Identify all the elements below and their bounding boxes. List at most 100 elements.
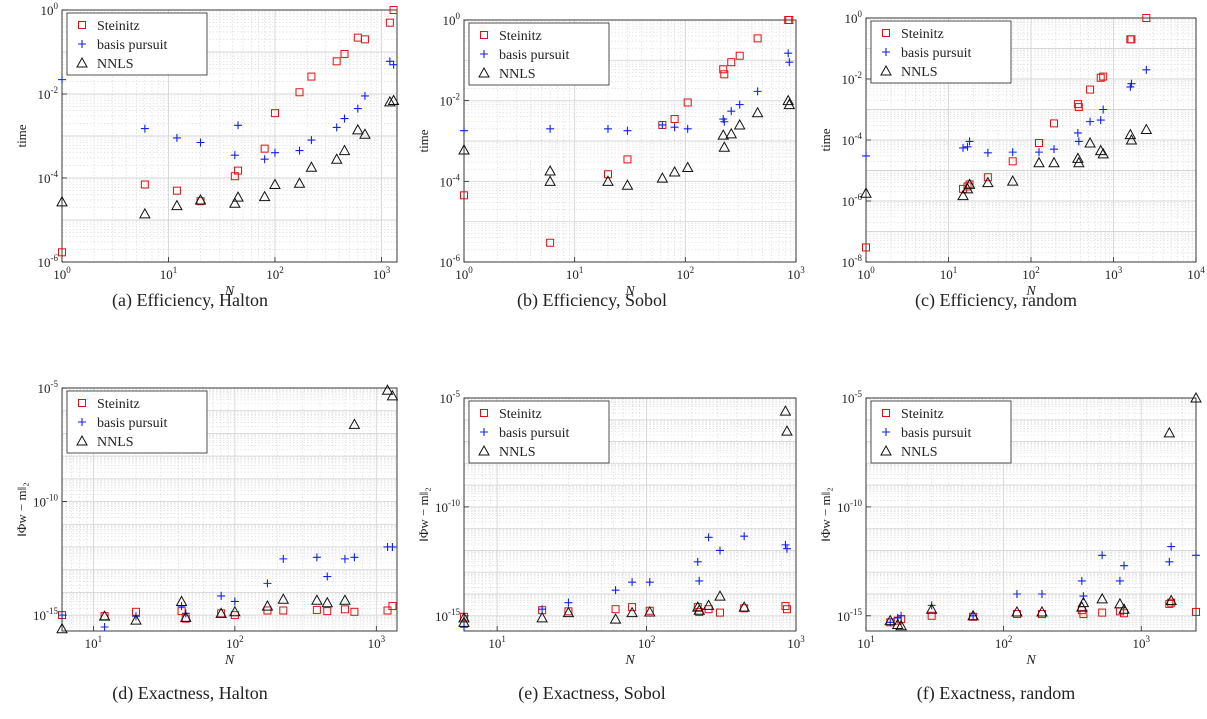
data-point (927, 601, 936, 610)
data-point (720, 117, 729, 126)
legend-marker (480, 31, 488, 39)
data-point (623, 126, 632, 135)
data-point (683, 98, 692, 107)
data-point (702, 599, 715, 610)
y-axis-label: ‖Φw − m‖₂ (14, 482, 29, 537)
y-tick-label: 10-15 (33, 606, 58, 623)
x-axis-label: N (224, 284, 235, 299)
legend-label: basis pursuit (97, 38, 168, 53)
data-point (261, 600, 274, 611)
y-tick-label: 100 (41, 1, 59, 18)
data-point (1096, 73, 1105, 82)
series-plus (862, 65, 1151, 160)
data-point (140, 180, 149, 189)
data-point (194, 193, 207, 205)
data-point (350, 607, 359, 616)
data-point (719, 65, 728, 74)
panel-caption: (a) Efficiency, Halton (112, 290, 268, 311)
data-point (295, 146, 304, 155)
y-tick-label: 10-6 (440, 253, 461, 270)
y-tick-label: 10-15 (837, 607, 862, 624)
data-point (967, 609, 979, 621)
data-point (1077, 576, 1086, 585)
data-point (260, 144, 269, 153)
x-tick-label: 104 (1187, 265, 1205, 282)
data-point (1072, 152, 1084, 163)
data-point (753, 34, 762, 43)
x-tick-label: 103 (1132, 634, 1150, 651)
data-point (895, 619, 907, 631)
data-point (353, 104, 362, 113)
x-axis-label: N (224, 653, 235, 668)
legend-label: Steinitz (901, 407, 944, 422)
axes-frame (865, 397, 1197, 632)
data-point (100, 623, 109, 632)
data-point (1012, 590, 1021, 598)
legend: Steinitz basis pursuit NNLS (468, 22, 610, 86)
data-point (1084, 136, 1096, 148)
data-point (983, 148, 992, 157)
data-point (1099, 105, 1108, 114)
data-point (1098, 551, 1107, 560)
data-point (1033, 156, 1045, 168)
data-point (277, 593, 290, 604)
data-point (1035, 148, 1043, 157)
data-point (965, 137, 974, 146)
legend-label: NNLS (499, 67, 536, 82)
x-tick-label: 101 (160, 265, 178, 282)
data-point (643, 605, 656, 617)
x-axis-label: N (1025, 284, 1036, 299)
data-point (1079, 592, 1088, 601)
data-point (781, 425, 793, 436)
data-point (621, 179, 634, 190)
legend-marker (478, 66, 490, 78)
legend-label: basis pursuit (97, 416, 168, 431)
x-axis-label: N (624, 653, 635, 668)
data-point (1097, 147, 1110, 159)
data-point (656, 172, 669, 183)
data-point (230, 151, 239, 160)
data-point (330, 153, 343, 164)
data-point (628, 578, 637, 587)
data-point (1127, 35, 1136, 44)
x-tick-label: 102 (677, 265, 695, 282)
legend-label: Steinitz (499, 29, 542, 44)
data-point (1006, 175, 1019, 186)
panel-6: 101 102 103 10-15 10-10 10-5 N ‖Φw − m‖₂ Steinit… (818, 389, 1202, 704)
data-point (388, 602, 397, 611)
data-point (139, 207, 151, 219)
data-point (658, 120, 667, 129)
data-point (681, 161, 694, 173)
data-point (862, 243, 870, 252)
x-tick-label: 100 (857, 265, 875, 282)
y-tick-label: 10-2 (440, 92, 461, 109)
data-point (1099, 72, 1108, 81)
data-point (387, 94, 400, 106)
data-point (458, 143, 470, 155)
data-point (693, 604, 706, 615)
x-tick-label: 103 (373, 265, 391, 282)
data-point (338, 144, 351, 156)
data-point (735, 51, 744, 60)
data-point (860, 187, 872, 198)
y-axis-label: time (14, 124, 29, 147)
data-point (1086, 117, 1095, 126)
legend-marker (78, 399, 86, 407)
data-point (269, 178, 281, 190)
data-point (715, 608, 724, 617)
y-tick-label: 10-4 (38, 169, 59, 186)
data-point (460, 623, 468, 632)
data-point (603, 124, 612, 133)
data-point (1074, 103, 1083, 112)
data-point (339, 594, 351, 605)
series-triangle (56, 384, 399, 634)
data-point (1098, 608, 1107, 617)
x-tick-label: 101 (566, 265, 584, 282)
data-point (957, 189, 969, 201)
y-tick-label: 10-2 (38, 85, 59, 102)
legend: Steinitz basis pursuit NNLS (468, 400, 610, 464)
legend-label: basis pursuit (499, 426, 570, 441)
data-point (295, 88, 304, 97)
data-point (611, 605, 620, 614)
